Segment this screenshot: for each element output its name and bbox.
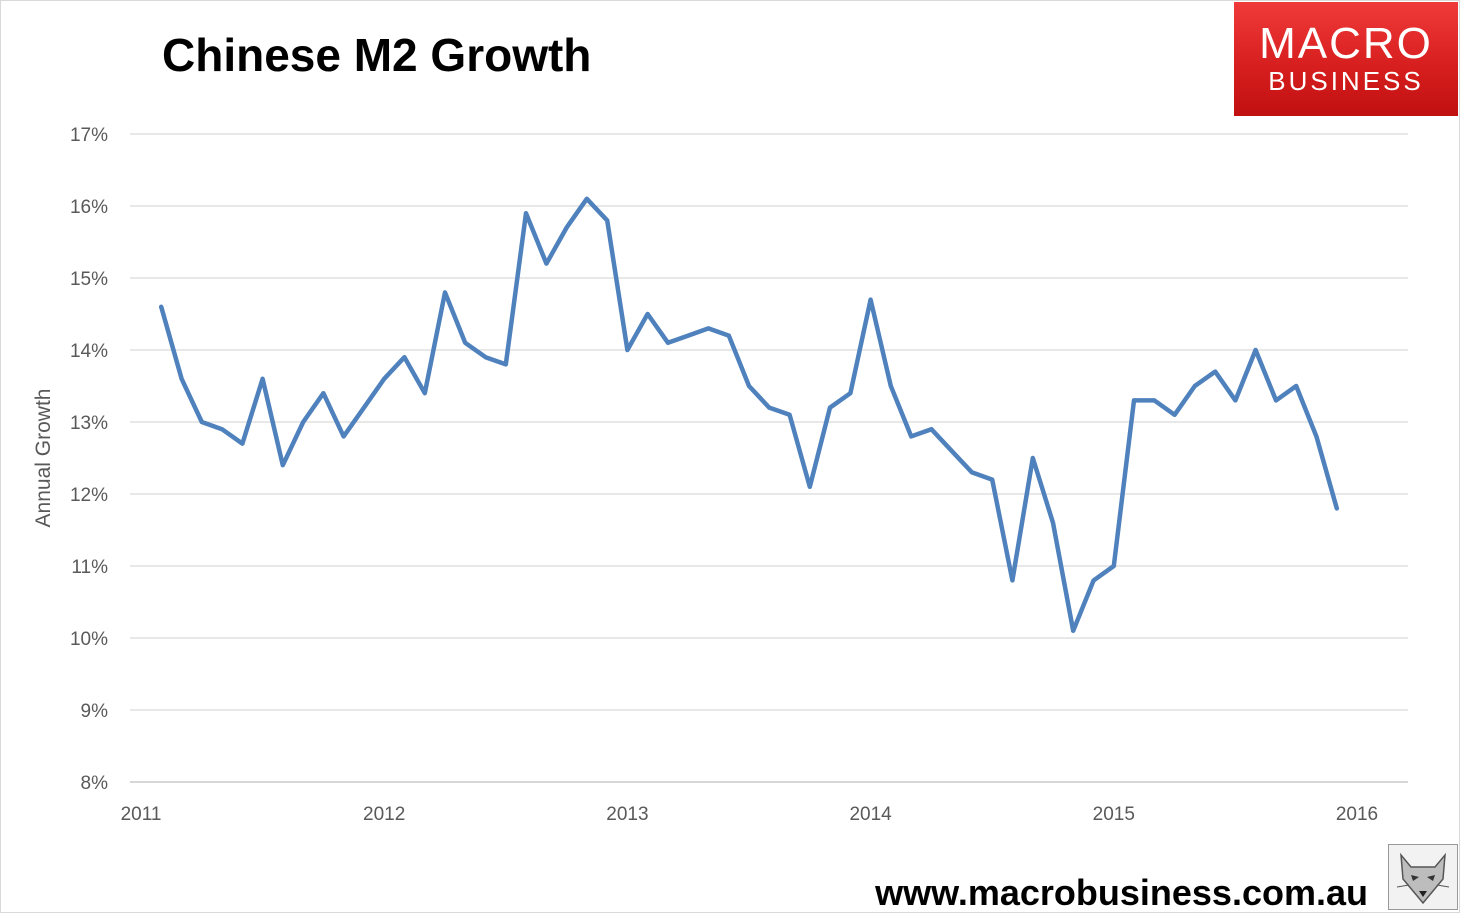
- y-tick-label: 9%: [81, 701, 109, 722]
- gridlines: [130, 133, 1408, 783]
- y-tick-label: 10%: [70, 629, 108, 650]
- logo-text-top: MACRO: [1259, 19, 1433, 68]
- x-tick-label: 2015: [1093, 804, 1135, 825]
- y-tick-label: 13%: [70, 413, 108, 434]
- y-tick-label: 16%: [70, 197, 108, 218]
- y-tick-label: 17%: [70, 125, 108, 146]
- series-group: [158, 196, 1340, 634]
- logo-text-bottom: BUSINESS: [1268, 66, 1424, 96]
- y-tick-label: 14%: [70, 341, 108, 362]
- x-tick-label: 2016: [1336, 804, 1378, 825]
- y-tick-label: 11%: [71, 557, 108, 578]
- series-line-0: [158, 196, 1340, 634]
- y-tick-label: 8%: [81, 773, 109, 794]
- y-tick-label: 15%: [70, 269, 108, 290]
- footer-url[interactable]: www.macrobusiness.com.au: [875, 872, 1368, 913]
- macrobusiness-logo: MACRO BUSINESS: [1234, 2, 1458, 116]
- y-axis-ticks: 8% 9% 10% 11% 12% 13% 14% 15% 16% 17%: [70, 125, 108, 794]
- x-tick-label: 2011: [121, 804, 162, 825]
- wolf-logo-icon: [1388, 844, 1458, 910]
- chart-title: Chinese M2 Growth: [162, 29, 592, 81]
- y-tick-label: 12%: [70, 485, 108, 506]
- x-axis-ticks: 2011 2012 2013 2014 2015 2016: [121, 804, 1379, 825]
- x-tick-label: 2014: [849, 804, 892, 825]
- x-tick-label: 2013: [606, 804, 648, 825]
- x-tick-label: 2012: [363, 804, 405, 825]
- y-axis-label: Annual Growth: [32, 389, 55, 528]
